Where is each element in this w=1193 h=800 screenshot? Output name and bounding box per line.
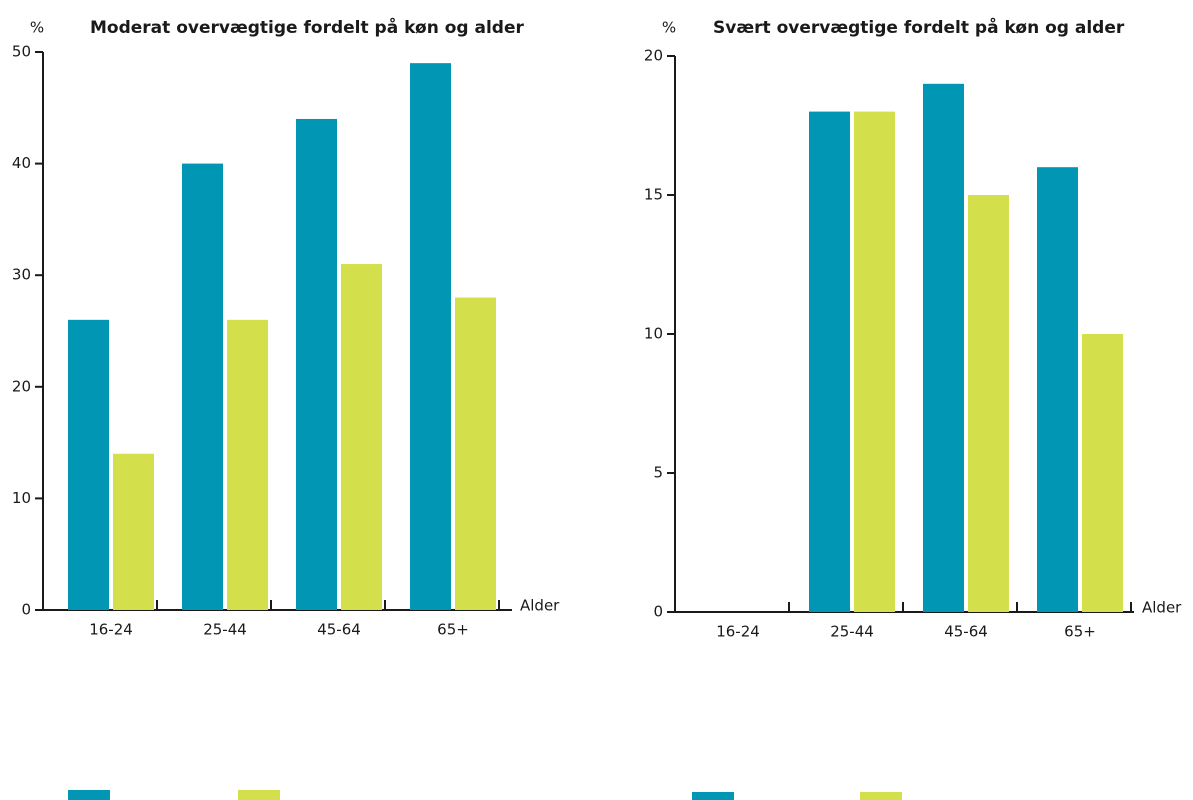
y-tick-label: 20 <box>644 47 663 65</box>
y-tick-label: 40 <box>12 154 31 172</box>
x-tick-label: 45-64 <box>317 621 361 639</box>
bar <box>1037 167 1078 612</box>
y-tick-label: 30 <box>12 266 31 284</box>
y-tick-label: 0 <box>21 601 31 619</box>
legend-swatch <box>860 792 902 800</box>
chart-title: Moderat overvægtige fordelt på køn og al… <box>90 16 524 38</box>
x-tick-label: 65+ <box>1064 623 1096 641</box>
bar <box>68 319 109 610</box>
bar <box>113 453 154 610</box>
y-tick-label: 0 <box>653 603 663 621</box>
x-axis-label: Alder <box>520 597 560 615</box>
bar <box>182 163 223 610</box>
y-tick-label: 20 <box>12 377 31 395</box>
bar <box>296 118 337 611</box>
y-tick-label: 50 <box>12 43 31 61</box>
legend-swatch <box>68 790 110 800</box>
bar <box>341 264 382 610</box>
bar <box>968 195 1009 612</box>
x-tick-label: 25-44 <box>203 621 247 639</box>
x-tick-label: 65+ <box>437 621 469 639</box>
x-tick-label: 16-24 <box>89 621 133 639</box>
bar <box>809 111 850 612</box>
bar <box>227 319 268 610</box>
legend-swatch <box>238 790 280 800</box>
x-tick-label: 16-24 <box>716 623 760 641</box>
chart-title: Svært overvægtige fordelt på køn og alde… <box>713 16 1125 38</box>
bar <box>1082 334 1123 612</box>
y-unit: % <box>662 19 676 37</box>
x-tick-label: 45-64 <box>944 623 988 641</box>
y-tick-label: 15 <box>644 186 663 204</box>
y-unit: % <box>30 19 44 37</box>
legend-swatch <box>692 792 734 800</box>
x-tick-label: 25-44 <box>830 623 874 641</box>
bar <box>410 63 451 611</box>
bar <box>455 297 496 610</box>
y-tick-label: 10 <box>644 325 663 343</box>
bar <box>923 83 964 613</box>
y-tick-label: 10 <box>12 489 31 507</box>
bar <box>854 111 895 612</box>
x-axis-label: Alder <box>1142 599 1182 617</box>
y-tick-label: 5 <box>653 464 663 482</box>
